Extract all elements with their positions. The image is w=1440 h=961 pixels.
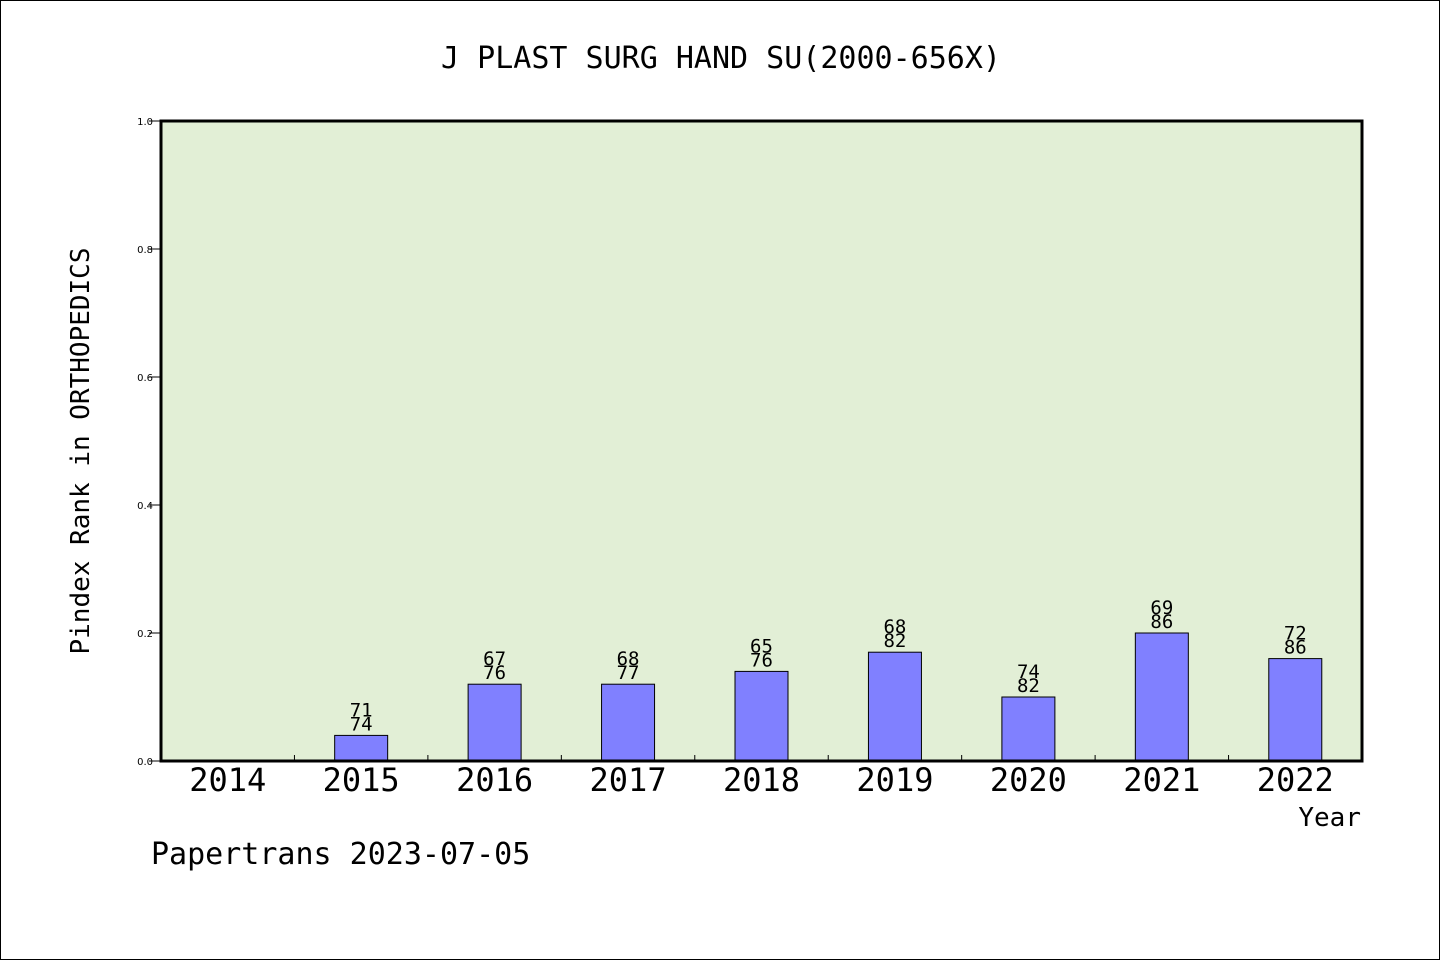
x-tick-label-2021: 2021 [1123, 761, 1200, 799]
x-tick-label-2015: 2015 [323, 761, 400, 799]
y-tick-label-0.0: 0.0 [137, 757, 153, 768]
data-label-top-2020: 74 [1017, 661, 1040, 683]
y-tick-label-0.4: 0.4 [137, 501, 153, 512]
data-label-bottom-2017: 77 [617, 662, 640, 684]
data-label-top-2021: 69 [1150, 597, 1173, 619]
bar-2018 [734, 670, 789, 762]
data-label-top-2017: 68 [617, 648, 640, 670]
y-tick-label-1.0: 1.0 [137, 117, 153, 128]
bar-2020 [1001, 696, 1056, 762]
y-axis-label: Pindex Rank in ORTHOPEDICS [66, 248, 96, 655]
x-tick-label-2016: 2016 [456, 761, 533, 799]
chart-title: J PLAST SURG HAND SU(2000-656X) [441, 41, 1001, 76]
data-label-bottom-2018: 76 [750, 649, 773, 671]
x-tick-label-2017: 2017 [590, 761, 667, 799]
bar-2016 [467, 683, 522, 762]
data-label-top-2019: 68 [883, 616, 906, 638]
data-label-bottom-2020: 82 [1017, 675, 1040, 697]
y-tick-label-0.6: 0.6 [137, 373, 153, 384]
data-label-bottom-2019: 82 [883, 630, 906, 652]
data-label-bottom-2022: 86 [1284, 637, 1307, 659]
data-label-bottom-2016: 76 [483, 662, 506, 684]
x-tick-label-2019: 2019 [856, 761, 933, 799]
data-label-top-2015: 71 [350, 699, 373, 721]
footer-credit: Papertrans 2023-07-05 [151, 837, 530, 872]
bar-2021 [1134, 632, 1189, 762]
x-axis-label: Year [1298, 803, 1361, 833]
bar-2019 [867, 651, 922, 762]
x-tick-label-2020: 2020 [990, 761, 1067, 799]
x-tick-label-2022: 2022 [1257, 761, 1334, 799]
data-label-top-2016: 67 [483, 648, 506, 670]
data-label-top-2018: 65 [750, 635, 773, 657]
bar-2017 [601, 683, 656, 762]
x-tick-label-2018: 2018 [723, 761, 800, 799]
y-tick-label-0.2: 0.2 [137, 629, 153, 640]
plot-area: 2014717420156776201668772017657620186882… [137, 117, 1364, 799]
x-tick-label-2014: 2014 [189, 761, 266, 799]
bar-2022 [1268, 658, 1323, 762]
y-tick-label-0.8: 0.8 [137, 245, 153, 256]
data-label-top-2022: 72 [1284, 623, 1307, 645]
data-label-bottom-2021: 86 [1150, 611, 1173, 633]
bar-2015 [334, 734, 389, 762]
plot-border [159, 119, 1364, 763]
data-label-bottom-2015: 74 [350, 713, 373, 735]
